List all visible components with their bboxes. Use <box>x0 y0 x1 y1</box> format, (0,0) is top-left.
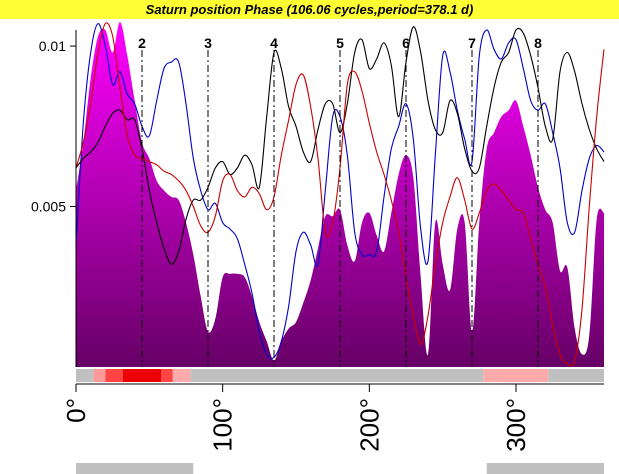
scroll-bar-segment[interactable] <box>486 463 604 474</box>
y-tick-label: 0.005 <box>31 199 66 215</box>
x-tick-label: 200° <box>354 398 384 452</box>
marker-label-6: 6 <box>402 35 410 51</box>
line-series-1 <box>75 23 605 359</box>
phase-strip-segment <box>105 369 123 382</box>
phase-strip-segment <box>122 369 162 382</box>
x-tick-label: 100° <box>208 398 238 452</box>
phase-strip-segment <box>483 369 549 382</box>
line-series-2 <box>75 26 605 265</box>
phase-strip-segment <box>93 369 106 382</box>
line-series-3 <box>75 22 605 367</box>
scroll-bar-segment[interactable] <box>76 463 194 474</box>
phase-strip-segment <box>161 369 173 382</box>
phase-area-series <box>76 21 604 367</box>
marker-label-8: 8 <box>534 35 542 51</box>
chart-title: Saturn position Phase (106.06 cycles,per… <box>0 0 619 19</box>
phase-strip-segment <box>172 369 191 382</box>
x-tick-label: 0° <box>61 398 91 423</box>
x-tick-label: 300° <box>501 398 531 452</box>
phase-strip-segment <box>548 369 604 382</box>
marker-label-3: 3 <box>204 35 212 51</box>
y-tick-label: 0.01 <box>39 38 66 54</box>
phase-strip-segment <box>76 369 94 382</box>
marker-label-5: 5 <box>336 35 344 51</box>
marker-label-2: 2 <box>138 35 146 51</box>
phase-strip-segment <box>190 369 484 382</box>
marker-label-4: 4 <box>270 35 278 51</box>
marker-label-7: 7 <box>468 35 476 51</box>
